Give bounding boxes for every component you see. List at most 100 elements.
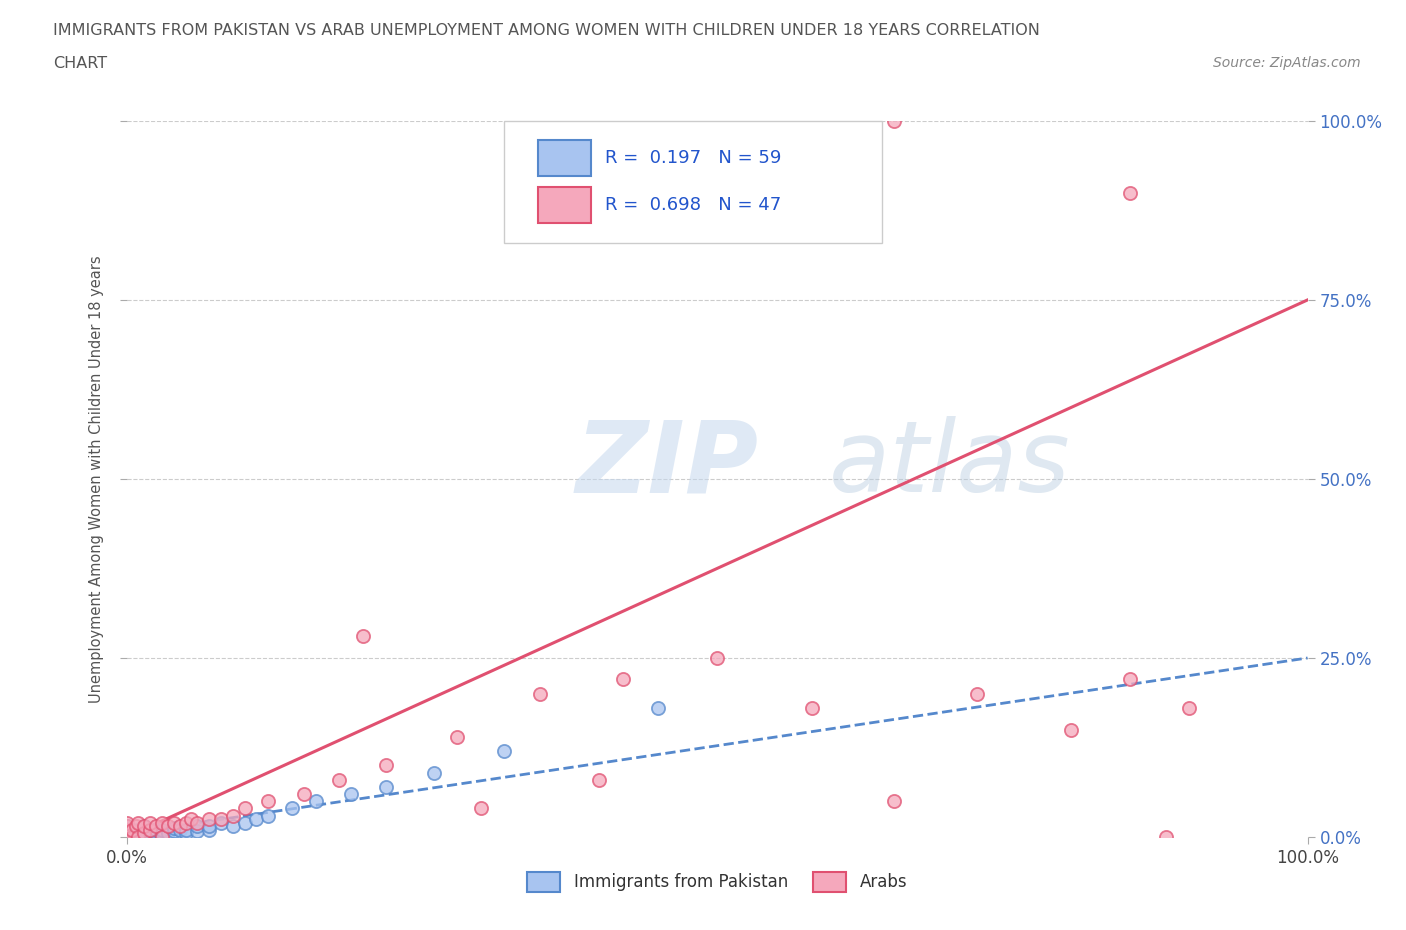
Point <box>588 772 610 787</box>
Point <box>209 812 232 827</box>
Point <box>180 812 202 827</box>
Text: Source: ZipAtlas.com: Source: ZipAtlas.com <box>1213 56 1361 70</box>
Point <box>139 822 162 837</box>
Point <box>150 822 173 837</box>
Point <box>115 824 138 839</box>
Point <box>125 818 148 833</box>
Point <box>186 818 208 833</box>
Point <box>115 830 138 844</box>
Point <box>127 830 149 844</box>
Point <box>127 822 149 837</box>
Point <box>174 816 197 830</box>
Point <box>198 818 221 833</box>
Point <box>121 830 143 844</box>
FancyBboxPatch shape <box>537 140 591 176</box>
Point <box>134 826 156 841</box>
Point <box>1119 185 1142 200</box>
Text: CHART: CHART <box>53 56 107 71</box>
Point <box>115 822 138 837</box>
FancyBboxPatch shape <box>537 188 591 223</box>
Point <box>706 651 728 666</box>
Point <box>375 758 398 773</box>
Point <box>446 729 468 744</box>
Point <box>150 826 173 841</box>
Point <box>127 830 149 844</box>
Point <box>883 113 905 128</box>
Point <box>145 826 167 841</box>
Point <box>883 794 905 809</box>
Point <box>134 818 156 833</box>
Point <box>139 822 162 837</box>
Point <box>127 826 149 841</box>
Point <box>115 818 138 833</box>
Point <box>115 816 138 830</box>
Point <box>169 818 191 833</box>
Point <box>422 765 444 780</box>
Point <box>115 830 138 844</box>
Point <box>1154 830 1177 844</box>
Text: ZIP: ZIP <box>575 416 758 513</box>
FancyBboxPatch shape <box>505 121 883 243</box>
Point <box>145 818 167 833</box>
Point <box>340 787 363 802</box>
Point <box>1060 722 1083 737</box>
Point <box>156 826 179 841</box>
Point <box>612 672 634 687</box>
Point <box>375 779 398 794</box>
Point <box>134 818 156 833</box>
Point <box>647 700 669 715</box>
Point <box>139 826 162 841</box>
Legend: Immigrants from Pakistan, Arabs: Immigrants from Pakistan, Arabs <box>519 863 915 900</box>
Point <box>174 826 197 841</box>
Text: IMMIGRANTS FROM PAKISTAN VS ARAB UNEMPLOYMENT AMONG WOMEN WITH CHILDREN UNDER 18: IMMIGRANTS FROM PAKISTAN VS ARAB UNEMPLO… <box>53 23 1040 38</box>
Point <box>257 794 280 809</box>
Point <box>134 826 156 841</box>
Point <box>115 830 138 844</box>
Point <box>115 822 138 837</box>
Point <box>470 801 492 816</box>
Point <box>124 830 146 844</box>
Point <box>800 700 823 715</box>
Point <box>281 801 304 816</box>
Point <box>222 818 245 833</box>
Point <box>139 816 162 830</box>
Point <box>156 818 179 833</box>
Point <box>186 824 208 839</box>
Point <box>150 830 173 844</box>
Point <box>115 830 138 844</box>
Point <box>129 826 152 841</box>
Point <box>121 822 143 837</box>
Point <box>115 830 138 844</box>
Point <box>304 794 326 809</box>
Point <box>139 830 162 844</box>
Point <box>186 816 208 830</box>
Point <box>121 824 143 839</box>
Point <box>150 816 173 830</box>
Point <box>198 822 221 837</box>
Point <box>127 816 149 830</box>
Point <box>966 686 988 701</box>
Point <box>115 826 138 841</box>
Point <box>163 824 186 839</box>
Text: R =  0.197   N = 59: R = 0.197 N = 59 <box>605 149 782 167</box>
Point <box>115 826 138 841</box>
Point <box>134 830 156 844</box>
Point <box>150 830 173 844</box>
Point <box>139 824 162 839</box>
Point <box>115 822 138 837</box>
Point <box>1178 700 1201 715</box>
Point <box>494 744 516 759</box>
Point <box>1119 672 1142 687</box>
Point <box>328 772 350 787</box>
Point <box>292 787 315 802</box>
Point <box>115 830 138 844</box>
Point <box>245 812 267 827</box>
Point <box>115 830 138 844</box>
Point <box>529 686 551 701</box>
Point <box>134 824 156 839</box>
Point <box>222 808 245 823</box>
Point <box>174 822 197 837</box>
Point <box>121 830 143 844</box>
Point <box>121 822 143 837</box>
Point <box>115 830 138 844</box>
